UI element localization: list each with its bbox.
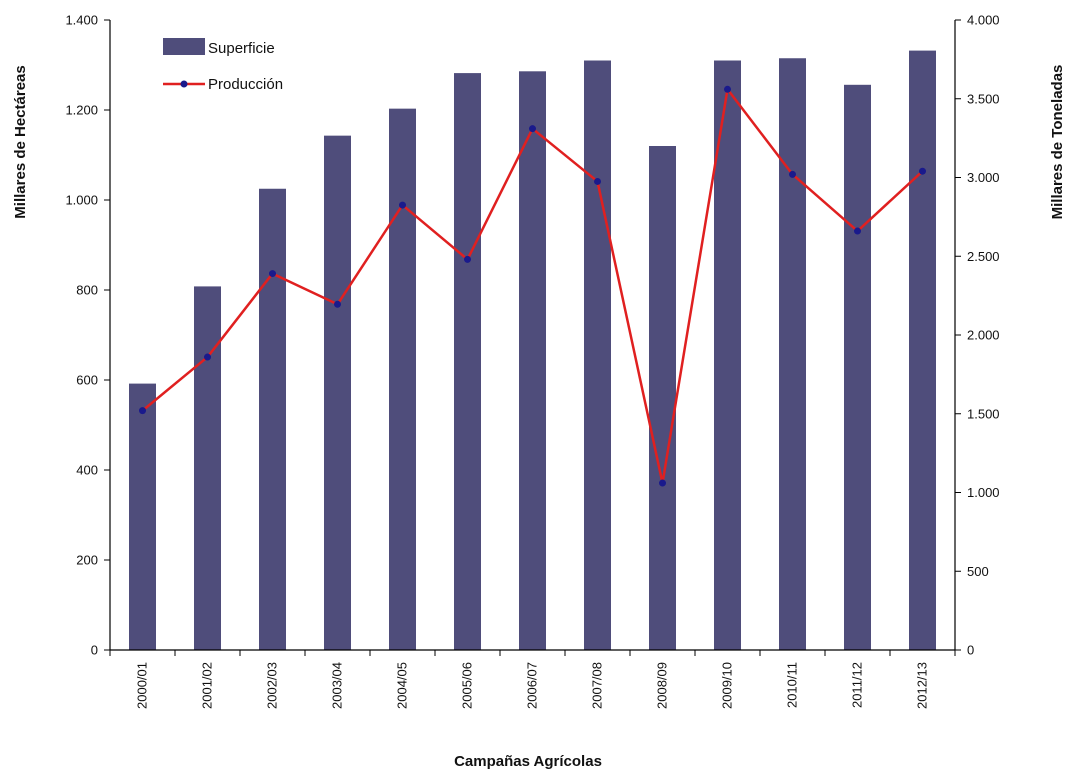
y-right-tick-label: 3.500 xyxy=(967,91,1000,106)
bar-superficie xyxy=(129,383,156,650)
y-left-tick-label: 600 xyxy=(76,373,98,388)
x-axis-title: Campañas Agrícolas xyxy=(454,753,602,770)
point-produccion xyxy=(789,170,796,178)
bar-superficie xyxy=(584,60,611,650)
legend-marker-produccion xyxy=(180,80,188,88)
bar-superficie xyxy=(779,58,806,650)
x-tick-label: 2000/01 xyxy=(135,662,150,709)
bar-superficie xyxy=(519,71,546,651)
point-produccion xyxy=(919,167,926,175)
y-left-tick-label: 1.000 xyxy=(65,193,98,208)
y-right-tick-label: 4.000 xyxy=(967,13,1000,28)
bar-superficie xyxy=(714,60,741,650)
y-axis-right-title: Millares de Toneladas xyxy=(1049,65,1066,220)
x-tick-label: 2011/12 xyxy=(850,662,865,708)
x-tick-label: 2004/05 xyxy=(395,662,410,709)
bar-superficie xyxy=(259,188,286,650)
x-tick-label: 2003/04 xyxy=(330,662,345,709)
y-left-tick-label: 400 xyxy=(76,463,98,478)
y-axis-left-title: Millares de Hectáreas xyxy=(12,65,29,218)
y-left-tick-label: 800 xyxy=(76,283,98,298)
point-produccion xyxy=(529,125,536,133)
point-produccion xyxy=(659,479,666,487)
line-layer xyxy=(139,85,926,487)
bar-superficie xyxy=(389,108,416,650)
legend-swatch-superficie xyxy=(163,38,205,55)
point-produccion xyxy=(269,270,276,278)
y-left-tick-label: 0 xyxy=(91,643,98,658)
x-tick-label: 2009/10 xyxy=(720,662,735,709)
point-produccion xyxy=(334,300,341,308)
x-tick-label: 2001/02 xyxy=(200,662,215,709)
point-produccion xyxy=(399,201,406,209)
bar-superficie xyxy=(194,286,221,650)
x-tick-label: 2010/11 xyxy=(785,662,800,708)
ticks-layer: 0 200 400 600 800 1.000 1.200 1.400 0 500 1.000 1.5… xyxy=(65,13,999,710)
x-tick-label: 2012/13 xyxy=(915,662,930,709)
bar-superficie xyxy=(454,73,481,651)
point-produccion xyxy=(139,407,146,415)
bar-superficie xyxy=(909,50,936,651)
bar-superficie xyxy=(844,84,871,651)
x-tick-label: 2006/07 xyxy=(525,662,540,709)
point-produccion xyxy=(464,255,471,263)
y-right-tick-label: 2.000 xyxy=(967,328,1000,343)
y-right-tick-label: 500 xyxy=(967,564,989,579)
y-left-tick-label: 200 xyxy=(76,553,98,568)
point-produccion xyxy=(594,177,601,185)
y-right-tick-label: 1.500 xyxy=(967,406,1000,421)
bar-superficie xyxy=(649,146,676,650)
y-right-tick-label: 0 xyxy=(967,643,974,658)
y-right-tick-label: 2.500 xyxy=(967,249,1000,264)
legend: Superficie Producción xyxy=(163,38,283,93)
bars-layer xyxy=(129,50,936,651)
legend-label-produccion: Producción xyxy=(208,76,283,93)
legend-label-superficie: Superficie xyxy=(208,40,275,57)
point-produccion xyxy=(724,85,731,93)
bar-superficie xyxy=(324,135,351,650)
point-produccion xyxy=(204,353,211,361)
x-tick-label: 2002/03 xyxy=(265,662,280,709)
x-tick-label: 2005/06 xyxy=(460,662,475,709)
x-tick-label: 2008/09 xyxy=(655,662,670,709)
y-left-tick-label: 1.400 xyxy=(65,13,98,28)
x-tick-label: 2007/08 xyxy=(590,662,605,709)
y-left-tick-label: 1.200 xyxy=(65,103,98,118)
y-right-tick-label: 3.000 xyxy=(967,170,1000,185)
point-produccion xyxy=(854,227,861,235)
y-right-tick-label: 1.000 xyxy=(967,485,1000,500)
